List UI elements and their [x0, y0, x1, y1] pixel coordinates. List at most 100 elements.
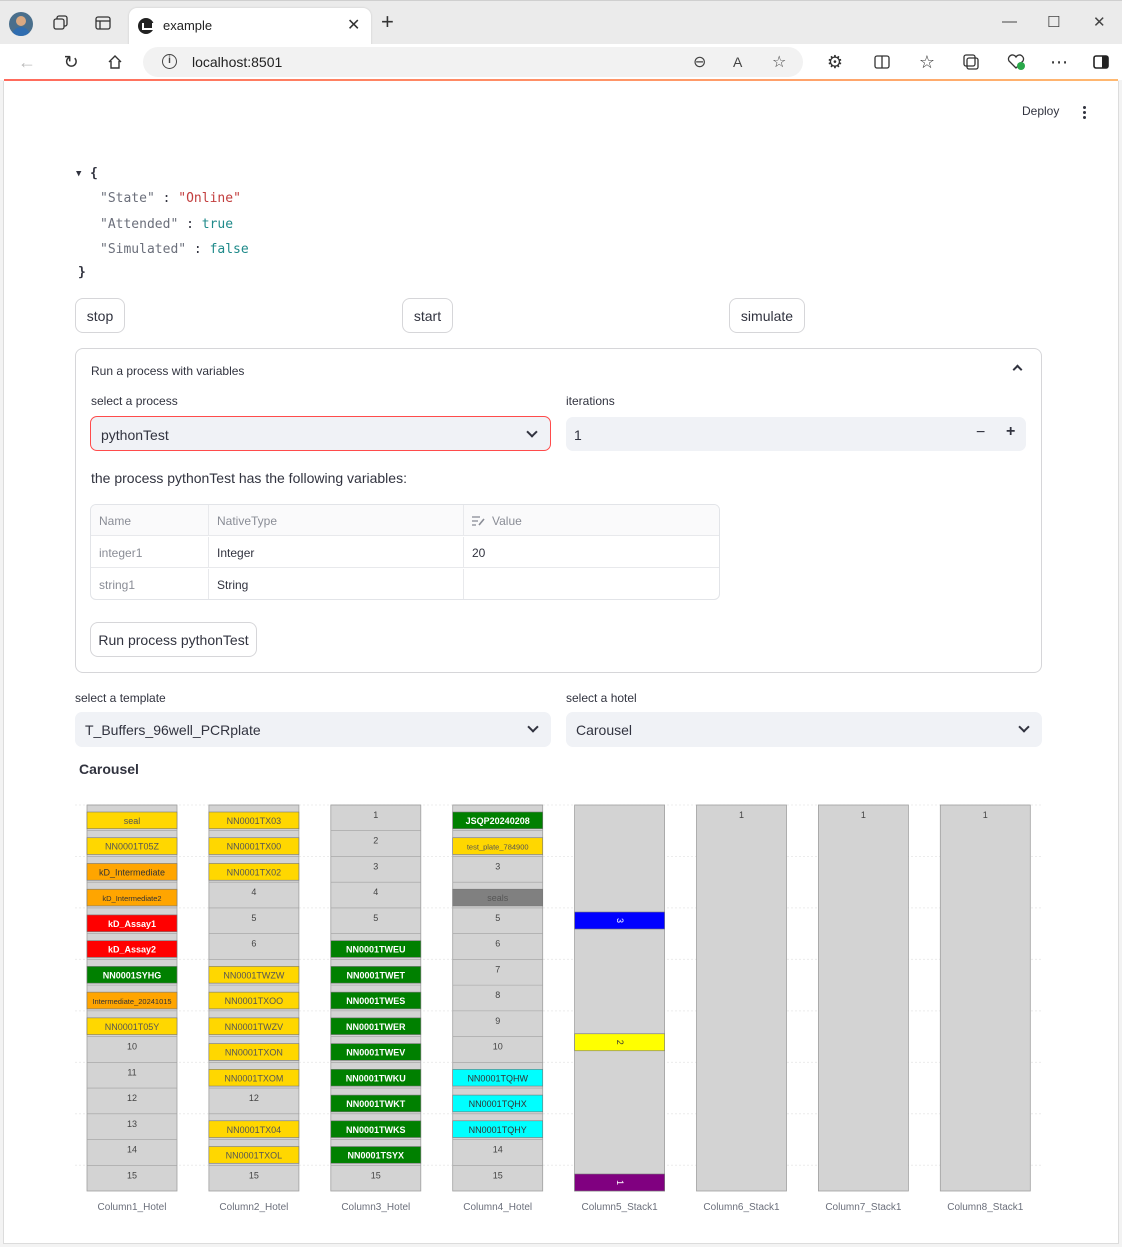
workspaces-icon[interactable] [51, 13, 71, 33]
slot-label: NN0001TWKS [346, 1125, 406, 1135]
slot-label: 5 [495, 913, 500, 923]
slot-label: NN0001TWET [347, 970, 406, 980]
more-options-icon[interactable]: ⋯ [1050, 51, 1068, 72]
url-field[interactable]: i localhost:8501 ⊖ A ☆ [143, 47, 803, 77]
favorites-icon[interactable]: ☆ [918, 51, 936, 72]
table-cell-editable[interactable]: 20 [472, 546, 486, 560]
column-background [696, 804, 787, 1192]
collections-icon[interactable] [960, 51, 982, 73]
site-info-icon[interactable]: i [162, 54, 177, 69]
read-aloud-icon[interactable]: A [733, 54, 743, 70]
slot-label: 3 [373, 861, 378, 871]
vertical-tabs-icon[interactable] [93, 13, 113, 33]
slot-bar [86, 940, 178, 958]
slot-label: kD_Assay1 [108, 919, 156, 929]
main-menu-icon[interactable] [1083, 106, 1087, 121]
profile-avatar[interactable] [9, 12, 33, 36]
slot-label: NN0001TXOM [224, 1073, 283, 1083]
chevron-up-icon[interactable] [1012, 364, 1023, 375]
slot-label: 12 [249, 1093, 259, 1103]
copilot-sidebar-icon[interactable] [1090, 51, 1112, 73]
column-header[interactable]: NativeType [209, 505, 464, 536]
edit-column-icon [472, 516, 485, 526]
run-process-button[interactable]: Run process pythonTest [90, 622, 257, 657]
template-select[interactable]: T_Buffers_96well_PCRplate [75, 712, 551, 747]
browser-essentials-icon[interactable] [1005, 51, 1027, 73]
stack-bar [574, 911, 665, 930]
slot-label: 8 [495, 990, 500, 1000]
tab-close-icon[interactable]: ✕ [347, 17, 361, 34]
stack-label: 3 [615, 918, 625, 923]
close-window-icon[interactable]: ✕ [1093, 14, 1106, 31]
url-text: localhost:8501 [192, 54, 283, 70]
slot-bar [208, 811, 300, 830]
app-page [3, 81, 1119, 1244]
slot-label: 14 [493, 1145, 503, 1155]
slot-label: 1 [373, 810, 378, 820]
slot-bar [208, 1017, 300, 1035]
increment-button[interactable]: + [1006, 423, 1016, 440]
slot-label: NN0001TQHW [467, 1073, 528, 1083]
slot-label: NN0001T05Z [105, 842, 160, 852]
stop-button[interactable]: stop [75, 298, 125, 333]
collapse-arrow-icon[interactable]: ▼ [76, 169, 82, 179]
iterations-input[interactable]: 1 − + [566, 417, 1026, 451]
section-title: Carousel [79, 761, 139, 777]
slot-label: 13 [127, 1119, 137, 1129]
column-header[interactable]: Name [91, 505, 209, 536]
back-icon[interactable]: ← [18, 51, 36, 72]
slot-label: kD_Intermediate [99, 867, 165, 877]
slot-label: 9 [495, 1016, 500, 1026]
slot-label: 7 [495, 964, 500, 974]
slot-label: 4 [251, 887, 256, 897]
hotel-select[interactable]: Carousel [566, 712, 1042, 747]
decrement-button[interactable]: − [976, 424, 986, 441]
column-header[interactable]: Value [464, 505, 719, 536]
json-entry: "Attended" : true [100, 217, 234, 232]
slot-label: NN0001TXON [225, 1048, 283, 1058]
slot-label: NN0001TX04 [227, 1125, 282, 1135]
json-entry: "Simulated" : false [100, 242, 249, 257]
slot-bar [208, 837, 300, 855]
simulate-button[interactable]: simulate [729, 298, 805, 333]
new-tab-icon[interactable]: + [381, 9, 394, 34]
slot-label: NN0001T05Y [105, 1022, 160, 1032]
slot-label: 3 [495, 861, 500, 871]
split-screen-icon[interactable] [871, 51, 893, 73]
slot-label: NN0001TWZV [225, 1022, 284, 1032]
slot-bar [330, 1094, 422, 1113]
slot-bar [330, 966, 422, 984]
slot-bar [208, 1069, 300, 1087]
extensions-icon[interactable]: ⚙ [826, 51, 844, 72]
deploy-button[interactable]: Deploy [1022, 104, 1060, 118]
slot-bar [208, 991, 300, 1010]
stack-label: 1 [739, 810, 744, 820]
start-button[interactable]: start [402, 298, 453, 333]
minimize-icon[interactable]: — [1002, 13, 1017, 30]
table-row: string1 String [91, 569, 719, 599]
slot-label: 14 [127, 1145, 137, 1155]
slot-label: NN0001TWKT [346, 1099, 406, 1109]
slot-label: 15 [493, 1170, 503, 1180]
slot-bar [330, 1017, 422, 1035]
column-background [574, 804, 666, 1192]
slot-bar [86, 811, 178, 830]
slot-label: 15 [249, 1170, 259, 1180]
table-cell-editable[interactable] [464, 569, 719, 599]
slot-label: 15 [127, 1170, 137, 1180]
refresh-icon[interactable]: ↻ [63, 51, 79, 72]
maximize-icon[interactable]: ☐ [1047, 14, 1061, 31]
slot-label: NN0001TWER [346, 1022, 406, 1032]
expander-title[interactable]: Run a process with variables [91, 364, 245, 378]
zoom-out-icon[interactable]: ⊖ [693, 54, 707, 71]
browser-tab[interactable]: example ✕ [129, 8, 371, 45]
slot-label: 10 [127, 1042, 137, 1052]
column-tick-label: Column8_Stack1 [947, 1202, 1024, 1213]
hotel-select-value: Carousel [576, 722, 633, 738]
process-select[interactable]: pythonTest [90, 416, 551, 451]
favorite-star-icon[interactable]: ☆ [772, 54, 787, 71]
slot-bar [452, 811, 544, 830]
slot-label: 6 [251, 939, 256, 949]
slot-label: NN0001TWKU [346, 1073, 406, 1083]
home-icon[interactable] [104, 51, 126, 73]
